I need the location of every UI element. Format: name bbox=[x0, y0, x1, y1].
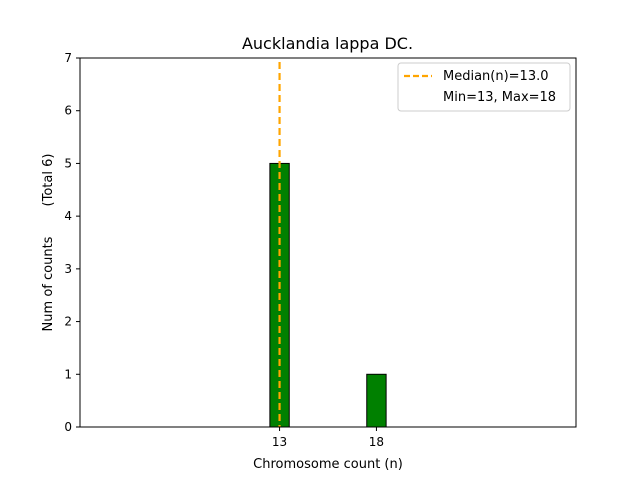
legend-entry-min-max: Min=13, Max=18 bbox=[443, 90, 556, 105]
y-ticks: 0 1 2 3 4 5 6 7 bbox=[64, 51, 80, 434]
y-tick-label: 7 bbox=[64, 51, 72, 65]
bars bbox=[269, 162, 387, 428]
x-axis-label: Chromosome count (n) bbox=[253, 457, 403, 472]
y-tick-label: 6 bbox=[64, 104, 72, 118]
bar-18 bbox=[366, 373, 387, 428]
chart-title: Aucklandia lappa DC. bbox=[242, 34, 413, 53]
legend-entry-median: Median(n)=13.0 bbox=[443, 69, 549, 84]
plot-frame bbox=[79, 57, 577, 428]
y-axis-label: Num of counts bbox=[41, 236, 56, 331]
legend: Median(n)=13.0 Min=13, Max=18 bbox=[397, 62, 571, 112]
x-ticks: 13 18 bbox=[272, 427, 384, 449]
y-tick-label: 5 bbox=[64, 156, 72, 170]
y-tick-label: 4 bbox=[64, 209, 72, 223]
y-tick-label: 1 bbox=[64, 367, 72, 381]
x-tick-label: 13 bbox=[272, 435, 287, 449]
legend-box bbox=[397, 62, 571, 112]
y-tick-label: 2 bbox=[64, 315, 72, 329]
y-tick-label: 0 bbox=[64, 420, 72, 434]
y-tick-label: 3 bbox=[64, 262, 72, 276]
x-tick-label: 18 bbox=[369, 435, 384, 449]
y-axis-total-label: (Total 6) bbox=[41, 154, 56, 207]
